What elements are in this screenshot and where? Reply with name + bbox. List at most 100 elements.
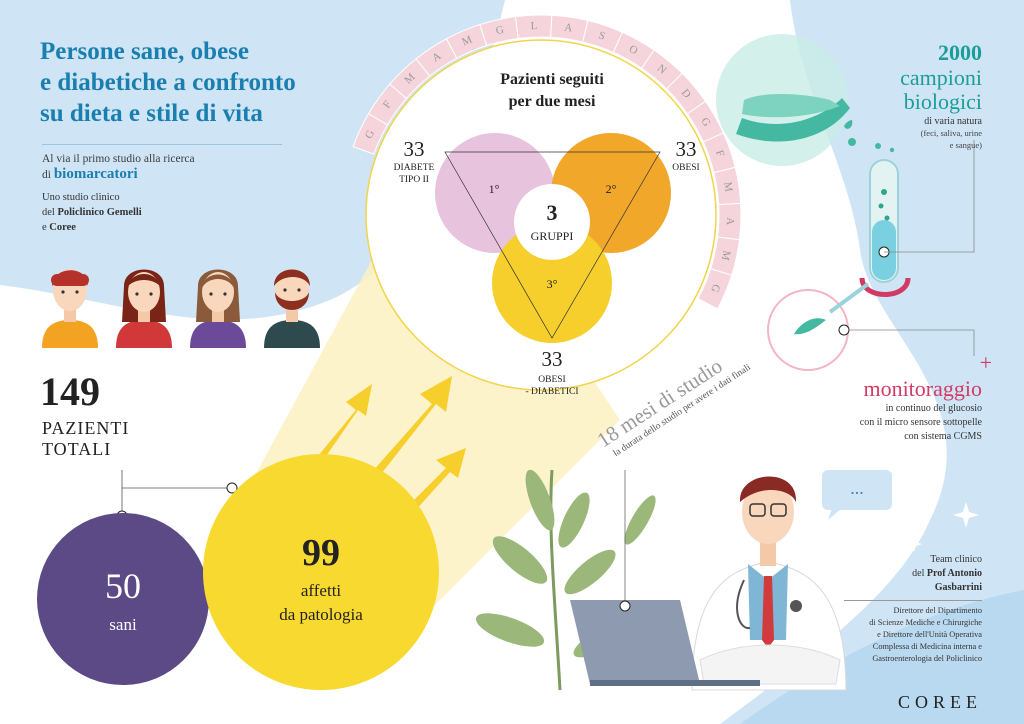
- sparkle-icons: [906, 502, 979, 552]
- group3-count: 33: [542, 347, 563, 371]
- doctor-icon: [691, 476, 847, 691]
- team-description: Direttore del Dipartimento di Scienze Me…: [869, 605, 982, 665]
- sick-label-line1: affetti: [301, 581, 342, 600]
- team-divider: [844, 600, 982, 601]
- flask-icon: [716, 34, 856, 166]
- venn-title-line2: per due mesi: [509, 93, 596, 110]
- group3-order: 3°: [547, 277, 558, 291]
- team-desc-line: di Scienze Mediche e Chirurgiche: [869, 618, 982, 627]
- avatar-person-2: [116, 269, 172, 348]
- people-illustration: [42, 269, 320, 348]
- total-label-line1: PAZIENTI: [42, 418, 130, 438]
- venn-circle-obesi-diabetici: [492, 223, 612, 343]
- monitoring-desc: in continuo del glucosio con il micro se…: [860, 402, 982, 444]
- avatar-person-3: [190, 269, 246, 348]
- samples-label: campioni biologici: [900, 66, 982, 114]
- samples-label2: biologici: [903, 89, 982, 114]
- samples-desc: di varia natura: [924, 116, 982, 127]
- sick-label-line2: da patologia: [279, 605, 363, 624]
- samples-detail2: e sangue): [949, 140, 982, 150]
- sick-circle: [203, 454, 439, 690]
- study-prefix3: e: [42, 222, 47, 233]
- healthy-label: sani: [109, 615, 137, 634]
- healthy-count: 50: [105, 566, 141, 606]
- total-patients-label: PAZIENTI TOTALI: [42, 418, 129, 460]
- center-label: GRUPPI: [531, 229, 574, 243]
- title-line3: su dieta e stile di vita: [40, 100, 263, 127]
- team-desc-line: Gastroenterologia del Policlinico: [872, 654, 982, 663]
- monitoring-line2: con il micro sensore sottopelle: [859, 417, 982, 428]
- avatar-person-4: [264, 269, 320, 348]
- page-title: Persone sane, obese e diabetiche a confr…: [40, 36, 360, 129]
- samples-detail: (feci, saliva, urine e sangue): [900, 127, 982, 151]
- group1-count: 33: [404, 137, 425, 161]
- glucose-sensor-icon: [767, 282, 975, 371]
- samples-label1: campioni: [900, 65, 982, 90]
- title-divider: [42, 144, 282, 145]
- study-line1: Uno studio clinico: [42, 192, 120, 203]
- group1-label1: DIABETE: [394, 163, 435, 173]
- center-number: 3: [547, 200, 558, 225]
- subtitle: Al via il primo studio alla ricerca di b…: [42, 152, 282, 183]
- team-desc-line: Complessa di Medicina interna e: [872, 642, 982, 651]
- samples-detail1: (feci, saliva, urine: [920, 128, 982, 138]
- month-letter: M: [721, 181, 734, 193]
- title-line2: e diabetiche a confronto: [40, 69, 296, 96]
- subtitle-highlight: biomarcatori: [53, 166, 138, 182]
- group2-order: 2°: [606, 182, 617, 196]
- total-patients-number: 149: [40, 369, 100, 414]
- monitoring-info: monitoraggio in continuo del glucosio co…: [860, 376, 982, 444]
- team-name-line2: Gasbarrini: [934, 582, 982, 593]
- team-info: Team clinico del Prof Antonio Gasbarrini: [912, 553, 982, 595]
- study-coree: Coree: [49, 222, 76, 233]
- team-label: Team clinico: [930, 554, 982, 565]
- month-letter: S: [597, 29, 607, 42]
- month-letter: M: [719, 249, 733, 261]
- speech-bubble-icon: ...: [822, 470, 892, 520]
- team-desc-line: Direttore del Dipartimento: [893, 606, 982, 615]
- avatar-person-1: [42, 269, 98, 348]
- healthy-circle: [37, 513, 209, 685]
- study-info: Uno studio clinico del Policlinico Gemel…: [42, 190, 282, 235]
- month-letter: F: [381, 99, 394, 111]
- month-letter: L: [530, 20, 537, 32]
- title-line1: Persone sane, obese: [40, 38, 249, 65]
- subtitle-prefix: di: [42, 169, 51, 181]
- monitoring-line3: con sistema CGMS: [904, 431, 982, 442]
- group3-label1: OBESI: [538, 375, 565, 385]
- monitoring-line1: in continuo del glucosio: [885, 403, 982, 414]
- month-letter: A: [724, 217, 736, 225]
- month-segment: [697, 268, 733, 310]
- subtitle-line1: Al via il primo studio alla ricerca: [42, 153, 195, 165]
- month-letter: A: [564, 21, 574, 34]
- group1-order: 1°: [489, 182, 500, 196]
- sick-count: 99: [302, 532, 340, 574]
- group2-count: 33: [676, 137, 697, 161]
- coree-logo: COREE: [897, 692, 982, 712]
- month-letter: G: [495, 24, 505, 37]
- study-prefix2: del: [42, 207, 55, 218]
- month-letter: M: [460, 34, 474, 49]
- monitoring-title: monitoraggio: [863, 376, 982, 401]
- venn-title-line1: Pazienti seguiti: [500, 71, 604, 88]
- total-label-line2: TOTALI: [42, 439, 112, 459]
- team-desc-line: e Direttore dell'Unità Operativa: [877, 630, 982, 639]
- laptop-icon: [570, 600, 760, 686]
- study-policlinico: Policlinico Gemelli: [57, 207, 142, 218]
- month-letter: F: [713, 149, 726, 159]
- speech-bubble-text: ...: [850, 478, 864, 498]
- team-name-line1: Prof Antonio: [926, 568, 982, 579]
- team-prefix: del: [912, 568, 925, 579]
- plus-sign: +: [979, 350, 992, 375]
- samples-info: 2000 campioni biologici di varia natura …: [900, 40, 982, 151]
- samples-count: 2000: [938, 40, 982, 65]
- group3-label2: - DIABETICI: [525, 387, 578, 397]
